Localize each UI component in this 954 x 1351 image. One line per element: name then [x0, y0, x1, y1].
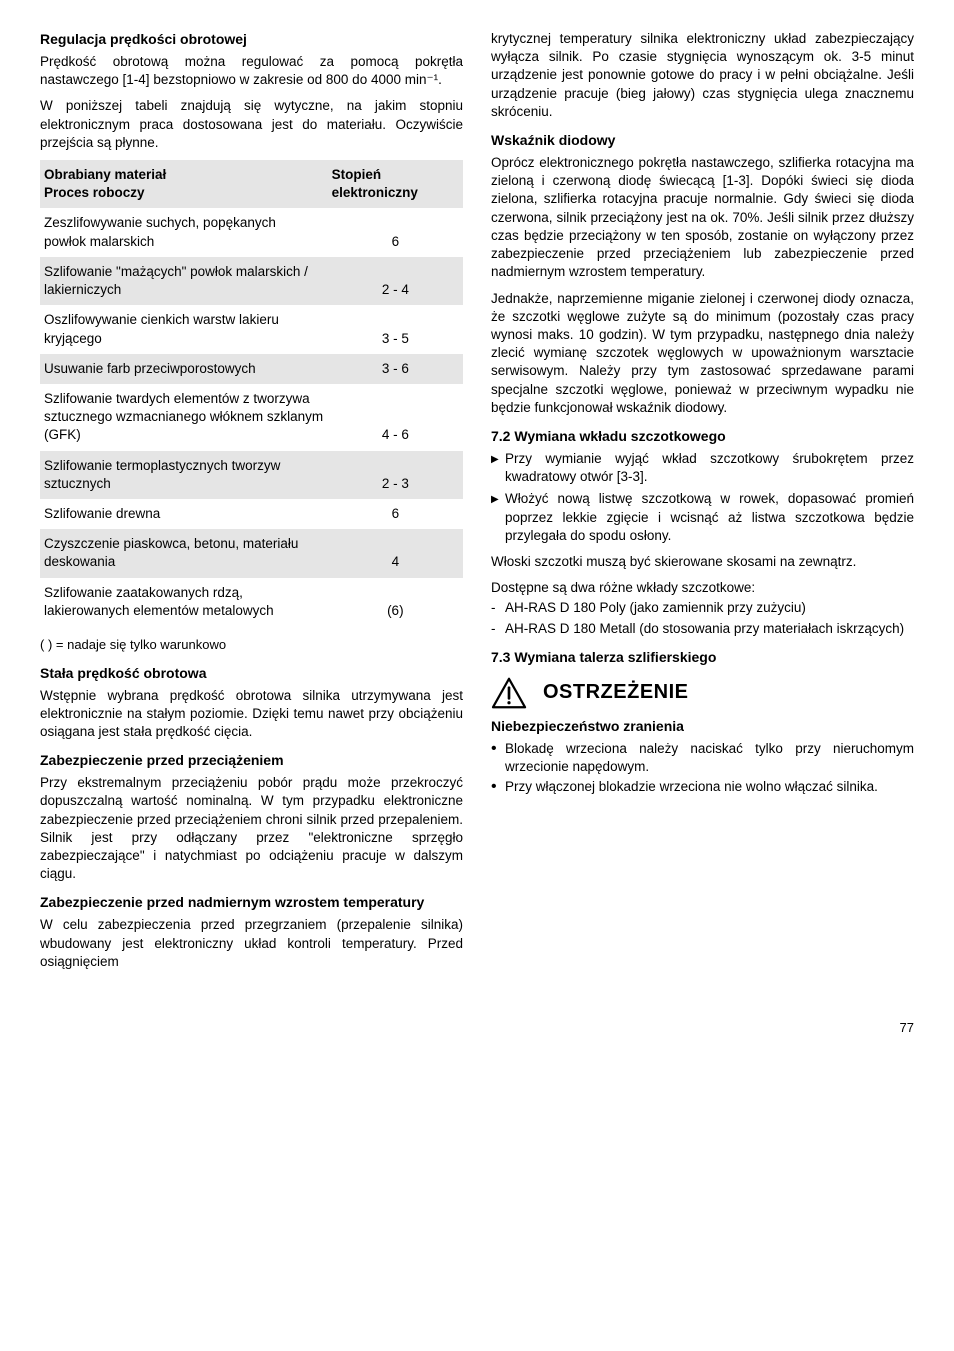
heading-constant-speed: Stała prędkość obrotowa	[40, 664, 463, 683]
paragraph: W celu zabezpieczenia przed przegrzaniem…	[40, 916, 463, 971]
table-row: Szlifowanie "mażących" powłok malarskich…	[40, 257, 463, 305]
table-cell-step: 6	[328, 208, 463, 256]
list-item: Przy włączonej blokadzie wrzeciona nie w…	[491, 778, 914, 796]
table-header-material: Obrabiany materiał Proces roboczy	[40, 160, 328, 208]
heading-speed-regulation: Regulacja prędkości obrotowej	[40, 30, 463, 49]
paragraph: Jednakże, naprzemienne miganie zielonej …	[491, 290, 914, 418]
list-item: AH-RAS D 180 Poly (jako zamiennik przy z…	[491, 599, 914, 617]
heading-7-3: 7.3 Wymiana talerza szlifierskiego	[491, 648, 914, 667]
list-item: AH-RAS D 180 Metall (do stosowania przy …	[491, 620, 914, 638]
table-cell-step: 2 - 3	[328, 451, 463, 499]
table-cell-material: Szlifowanie zaatakowanych rdzą, lakierow…	[40, 578, 328, 626]
table-header-step: Stopień elektroniczny	[328, 160, 463, 208]
materials-table: Obrabiany materiał Proces roboczy Stopie…	[40, 160, 463, 626]
paragraph: krytycznej temperatury silnika elektroni…	[491, 30, 914, 121]
paragraph: Dostępne są dwa różne wkłady szczotkowe:	[491, 579, 914, 597]
paragraph: Przy ekstremalnym przeciążeniu pobór prą…	[40, 774, 463, 883]
paragraph: W poniższej tabeli znajdują się wytyczne…	[40, 97, 463, 152]
table-cell-material: Zeszlifowywanie suchych, popękanych powł…	[40, 208, 328, 256]
dash-list: AH-RAS D 180 Poly (jako zamiennik przy z…	[491, 599, 914, 637]
warning-block: OSTRZEŻENIE	[491, 677, 914, 709]
table-row: Szlifowanie termoplastycznych tworzyw sz…	[40, 451, 463, 499]
table-cell-step: 3 - 5	[328, 305, 463, 353]
table-cell-material: Czyszczenie piaskowca, betonu, materiału…	[40, 529, 328, 577]
table-cell-material: Szlifowanie drewna	[40, 499, 328, 529]
table-cell-material: Oszlifowywanie cienkich warstw lakieru k…	[40, 305, 328, 353]
table-row: Usuwanie farb przeciwporostowych3 - 6	[40, 354, 463, 384]
list-item: Włożyć nową listwę szczotkową w rowek, d…	[491, 490, 914, 545]
table-row: Szlifowanie zaatakowanych rdzą, lakierow…	[40, 578, 463, 626]
warning-triangle-icon	[491, 677, 527, 709]
table-cell-step: 4 - 6	[328, 384, 463, 451]
table-cell-step: (6)	[328, 578, 463, 626]
table-cell-step: 6	[328, 499, 463, 529]
table-cell-step: 2 - 4	[328, 257, 463, 305]
table-row: Szlifowanie twardych elementów z tworzyw…	[40, 384, 463, 451]
table-cell-material: Szlifowanie twardych elementów z tworzyw…	[40, 384, 328, 451]
table-row: Szlifowanie drewna6	[40, 499, 463, 529]
table-cell-material: Szlifowanie "mażących" powłok malarskich…	[40, 257, 328, 305]
table-cell-step: 3 - 6	[328, 354, 463, 384]
table-cell-step: 4	[328, 529, 463, 577]
table-cell-material: Szlifowanie termoplastycznych tworzyw sz…	[40, 451, 328, 499]
triangle-bullet-list: Przy wymianie wyjąć wkład szczotkowy śru…	[491, 450, 914, 545]
table-row: Oszlifowywanie cienkich warstw lakieru k…	[40, 305, 463, 353]
heading-diode-indicator: Wskaźnik diodowy	[491, 131, 914, 150]
table-row: Zeszlifowywanie suchych, popękanych powł…	[40, 208, 463, 256]
dot-list: Blokadę wrzeciona należy naciskać tylko …	[491, 740, 914, 797]
table-cell-material: Usuwanie farb przeciwporostowych	[40, 354, 328, 384]
list-item: Blokadę wrzeciona należy naciskać tylko …	[491, 740, 914, 776]
list-item: Przy wymianie wyjąć wkład szczotkowy śru…	[491, 450, 914, 486]
page-number: 77	[40, 1019, 914, 1037]
heading-7-2: 7.2 Wymiana wkładu szczotkowego	[491, 427, 914, 446]
heading-temp-protection: Zabezpieczenie przed nadmiernym wzrostem…	[40, 893, 463, 912]
table-footnote: ( ) = nadaje się tylko warunkowo	[40, 636, 463, 654]
heading-overload-protection: Zabezpieczenie przed przeciążeniem	[40, 751, 463, 770]
warning-title: OSTRZEŻENIE	[543, 679, 689, 706]
table-row: Czyszczenie piaskowca, betonu, materiału…	[40, 529, 463, 577]
paragraph: Oprócz elektronicznego pokrętła nastawcz…	[491, 154, 914, 282]
paragraph: Prędkość obrotową można regulować za pom…	[40, 53, 463, 89]
paragraph: Wstępnie wybrana prędkość obrotowa silni…	[40, 687, 463, 742]
paragraph: Włoski szczotki muszą być skierowane sko…	[491, 553, 914, 571]
heading-injury-danger: Niebezpieczeństwo zranienia	[491, 717, 914, 736]
